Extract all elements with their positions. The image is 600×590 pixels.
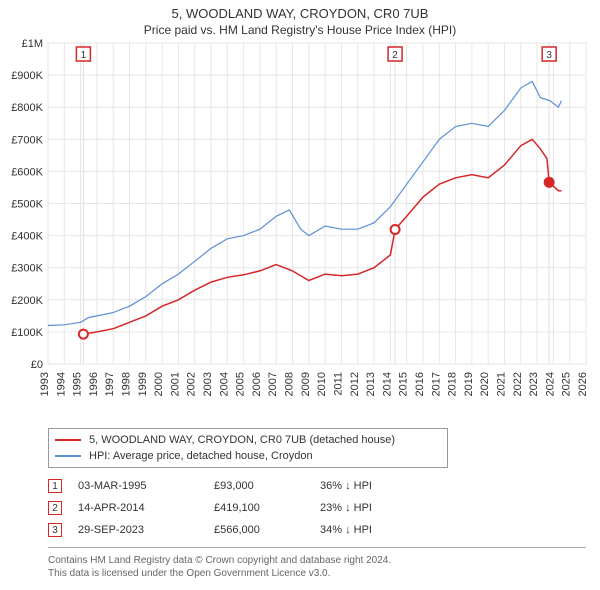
svg-text:2007: 2007 bbox=[267, 372, 279, 396]
legend-label: HPI: Average price, detached house, Croy… bbox=[89, 450, 313, 462]
svg-text:1999: 1999 bbox=[137, 372, 149, 396]
svg-text:£500K: £500K bbox=[11, 199, 43, 211]
svg-text:2003: 2003 bbox=[202, 372, 214, 396]
svg-text:2004: 2004 bbox=[218, 372, 230, 396]
svg-text:2006: 2006 bbox=[251, 372, 263, 396]
svg-text:£100K: £100K bbox=[11, 327, 43, 339]
svg-text:2009: 2009 bbox=[300, 372, 312, 396]
footer-line-1: Contains HM Land Registry data © Crown c… bbox=[48, 554, 586, 567]
event-date: 29-SEP-2023 bbox=[78, 524, 198, 536]
title-line-2: Price paid vs. HM Land Registry's House … bbox=[0, 23, 600, 37]
svg-text:1: 1 bbox=[81, 50, 87, 61]
title-block: 5, WOODLAND WAY, CROYDON, CR0 7UB Price … bbox=[0, 0, 600, 37]
footer: Contains HM Land Registry data © Crown c… bbox=[48, 554, 586, 580]
svg-text:2025: 2025 bbox=[561, 372, 573, 396]
svg-text:1993: 1993 bbox=[39, 372, 51, 396]
svg-text:2018: 2018 bbox=[447, 372, 459, 396]
event-delta: 34% ↓ HPI bbox=[320, 524, 430, 536]
event-delta: 23% ↓ HPI bbox=[320, 502, 430, 514]
svg-text:2000: 2000 bbox=[153, 372, 165, 396]
svg-text:2008: 2008 bbox=[284, 372, 296, 396]
event-date: 03-MAR-1995 bbox=[78, 480, 198, 492]
svg-text:2015: 2015 bbox=[398, 372, 410, 396]
svg-text:2010: 2010 bbox=[316, 372, 328, 396]
svg-text:1997: 1997 bbox=[104, 372, 116, 396]
svg-text:£200K: £200K bbox=[11, 295, 43, 307]
svg-text:2014: 2014 bbox=[381, 372, 393, 396]
svg-text:2013: 2013 bbox=[365, 372, 377, 396]
event-marker-icon: 3 bbox=[48, 523, 62, 537]
svg-text:£700K: £700K bbox=[11, 134, 43, 146]
svg-text:2: 2 bbox=[392, 50, 398, 61]
event-date: 14-APR-2014 bbox=[78, 502, 198, 514]
svg-text:2011: 2011 bbox=[332, 372, 344, 396]
svg-text:2002: 2002 bbox=[186, 372, 198, 396]
svg-text:2020: 2020 bbox=[479, 372, 491, 396]
svg-text:2016: 2016 bbox=[414, 372, 426, 396]
event-price: £419,100 bbox=[214, 502, 304, 514]
chart-plot: £0 £100K £200K £300K £400K £500K £600K £700K £80… bbox=[0, 37, 600, 422]
svg-text:2021: 2021 bbox=[495, 372, 507, 396]
svg-text:1994: 1994 bbox=[55, 372, 67, 396]
svg-text:£900K: £900K bbox=[11, 70, 43, 82]
svg-text:2023: 2023 bbox=[528, 372, 540, 396]
chart-container: 5, WOODLAND WAY, CROYDON, CR0 7UB Price … bbox=[0, 0, 600, 580]
svg-text:£800K: £800K bbox=[11, 102, 43, 114]
svg-text:3: 3 bbox=[546, 50, 552, 61]
event-marker-icon: 2 bbox=[48, 501, 62, 515]
svg-text:2022: 2022 bbox=[512, 372, 524, 396]
svg-text:£0: £0 bbox=[31, 359, 43, 371]
event-delta: 36% ↓ HPI bbox=[320, 480, 430, 492]
event-row: 1 03-MAR-1995 £93,000 36% ↓ HPI bbox=[48, 475, 586, 497]
svg-text:2012: 2012 bbox=[349, 372, 361, 396]
sale-events: 1 03-MAR-1995 £93,000 36% ↓ HPI 2 14-APR… bbox=[48, 472, 586, 548]
svg-text:2024: 2024 bbox=[544, 372, 556, 396]
svg-text:2026: 2026 bbox=[577, 372, 589, 396]
svg-text:1998: 1998 bbox=[121, 372, 133, 396]
footer-line-2: This data is licensed under the Open Gov… bbox=[48, 567, 586, 580]
legend-label: 5, WOODLAND WAY, CROYDON, CR0 7UB (detac… bbox=[89, 434, 395, 446]
legend-swatch bbox=[55, 455, 81, 457]
svg-text:£1M: £1M bbox=[22, 38, 43, 50]
chart-svg: £0 £100K £200K £300K £400K £500K £600K £700K £80… bbox=[0, 37, 600, 422]
svg-text:£400K: £400K bbox=[11, 231, 43, 243]
svg-text:2005: 2005 bbox=[235, 372, 247, 396]
svg-text:2019: 2019 bbox=[463, 372, 475, 396]
svg-text:£600K: £600K bbox=[11, 166, 43, 178]
event-price: £93,000 bbox=[214, 480, 304, 492]
event-price: £566,000 bbox=[214, 524, 304, 536]
event-row: 2 14-APR-2014 £419,100 23% ↓ HPI bbox=[48, 497, 586, 519]
svg-text:2001: 2001 bbox=[169, 372, 181, 396]
event-marker-icon: 1 bbox=[48, 479, 62, 493]
event-row: 3 29-SEP-2023 £566,000 34% ↓ HPI bbox=[48, 519, 586, 541]
svg-text:1996: 1996 bbox=[88, 372, 100, 396]
svg-text:1995: 1995 bbox=[72, 372, 84, 396]
legend: 5, WOODLAND WAY, CROYDON, CR0 7UB (detac… bbox=[48, 428, 448, 468]
title-line-1: 5, WOODLAND WAY, CROYDON, CR0 7UB bbox=[0, 6, 600, 21]
svg-text:£300K: £300K bbox=[11, 263, 43, 275]
legend-item: HPI: Average price, detached house, Croy… bbox=[55, 448, 441, 464]
legend-item: 5, WOODLAND WAY, CROYDON, CR0 7UB (detac… bbox=[55, 432, 441, 448]
svg-text:2017: 2017 bbox=[430, 372, 442, 396]
legend-swatch bbox=[55, 439, 81, 441]
